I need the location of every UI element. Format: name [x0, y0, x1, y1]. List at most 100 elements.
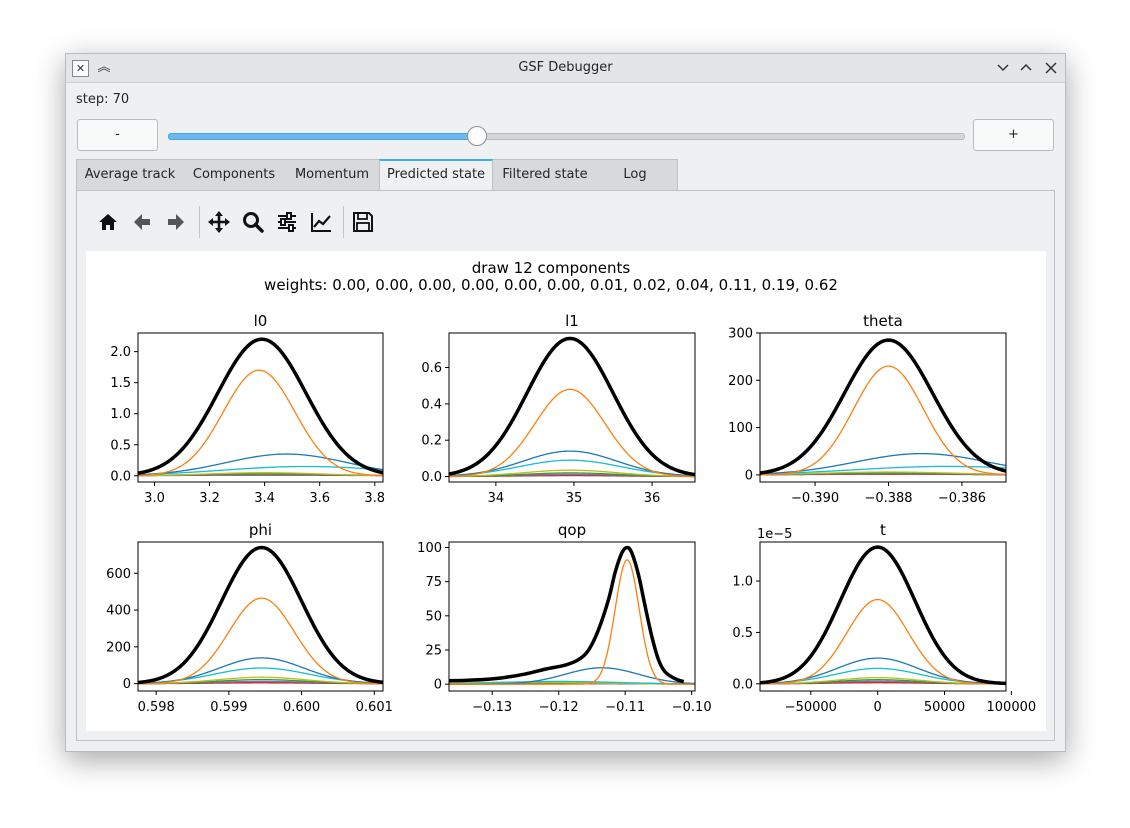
axes-frame [137, 541, 384, 692]
y-tick-label: 0.4 [421, 397, 442, 412]
axes-frame [137, 332, 384, 483]
figure-svg: draw 12 components weights: 0.00, 0.00, … [106, 259, 1036, 715]
x-tick-label: 0.598 [138, 700, 175, 715]
chevron-up-icon[interactable] [1016, 58, 1036, 78]
total-line [138, 337, 383, 475]
x-tick-label: 3.2 [199, 491, 220, 506]
component-line [138, 369, 383, 477]
subplot-l0: l0 3.0 3.2 3.4 3.6 3.8 0.0 0.5 1.0 1.5 2.0 [110, 312, 385, 506]
component-line [138, 597, 383, 685]
subplot-title: qop [558, 521, 586, 539]
step-slider-handle[interactable] [467, 126, 488, 146]
y-tick-label: 75 [425, 575, 442, 590]
subplot-title: theta [863, 312, 903, 330]
tab-predicted-state[interactable]: Predicted state [379, 159, 493, 191]
step-decrement-button[interactable]: - [77, 119, 158, 151]
pan-icon[interactable] [207, 210, 231, 234]
subplot-t: t −50000 0 50000 100000 0.0 0.5 1.0 1e−5 [732, 521, 1036, 715]
y-tick-label: 50 [425, 609, 442, 624]
tab-components[interactable]: Components [192, 167, 276, 182]
y-tick-label: 0.5 [732, 626, 753, 641]
component-line [449, 559, 695, 685]
subplot-phi: phi 0.598 0.599 0.600 0.601 0 200 400 600 [106, 521, 393, 715]
x-tick-label: 0.599 [210, 700, 247, 715]
subplot-qop: qop −0.13 −0.12 −0.11 −0.10 0 25 50 75 100 [417, 521, 711, 715]
tab-momentum[interactable]: Momentum [294, 167, 370, 182]
axes-frame [448, 332, 696, 483]
series-group [449, 336, 695, 478]
tab-log[interactable]: Log [623, 167, 647, 182]
y-tick-label: 0 [123, 677, 131, 692]
y-tick-label: 100 [728, 421, 753, 436]
y-tick-label: 100 [417, 541, 442, 556]
tab-filtered-state[interactable]: Filtered state [502, 167, 588, 182]
axes-frame [448, 541, 696, 692]
y-tick-label: 0 [434, 678, 442, 693]
component-line [138, 676, 383, 685]
x-tick-label: 3.4 [254, 491, 275, 506]
save-icon[interactable] [351, 210, 375, 234]
x-tick-label: 0.601 [356, 700, 393, 715]
tab-bar [76, 159, 678, 191]
y-tick-label: 25 [425, 643, 442, 658]
component-line [138, 453, 383, 476]
tab-average-track[interactable]: Average track [84, 167, 176, 182]
forward-arrow-icon[interactable] [164, 210, 188, 234]
zoom-icon[interactable] [241, 210, 265, 234]
component-line [138, 472, 383, 477]
y-tick-label: 1.0 [110, 407, 131, 422]
x-tick-label: −0.10 [672, 700, 712, 715]
edit-axis-icon[interactable] [309, 210, 333, 234]
series-group [138, 337, 383, 477]
back-arrow-icon[interactable] [130, 210, 154, 234]
figure-canvas[interactable]: draw 12 components weights: 0.00, 0.00, … [86, 251, 1046, 731]
subplot-title: phi [249, 521, 272, 539]
y-tick-label: 0.0 [110, 469, 131, 484]
y-tick-label: 300 [728, 327, 753, 342]
component-line [449, 388, 695, 478]
series-group [449, 545, 695, 685]
window-title: GSF Debugger [518, 60, 613, 75]
subplot-title: l1 [565, 312, 579, 330]
double-chevron-up-icon[interactable]: ︽ [97, 60, 111, 75]
component-line [760, 676, 1006, 685]
y-tick-label: 200 [728, 374, 753, 389]
configure-subplots-icon[interactable] [275, 210, 299, 234]
y-tick-label: 0.0 [732, 677, 753, 692]
subplot-title: t [880, 521, 886, 539]
x-app-icon[interactable]: ✕ [72, 60, 89, 77]
x-tick-label: 36 [644, 491, 661, 506]
y-tick-label: 1.5 [110, 376, 131, 391]
component-line [449, 680, 695, 685]
y-tick-label: 0.0 [421, 470, 442, 485]
component-line [760, 465, 1006, 475]
y-tick-label: 2.0 [110, 345, 131, 360]
x-tick-label: −0.11 [605, 700, 645, 715]
component-line [760, 365, 1006, 476]
step-increment-button[interactable]: + [973, 119, 1054, 151]
home-icon[interactable] [96, 210, 120, 234]
x-tick-label: −0.386 [938, 491, 986, 506]
y-offset-label: 1e−5 [757, 527, 792, 542]
y-tick-label: 1.0 [732, 575, 753, 590]
series-group [760, 545, 1006, 686]
close-icon[interactable] [1041, 58, 1061, 78]
x-tick-label: 100000 [987, 700, 1037, 715]
toolbar-separator [199, 206, 200, 238]
x-tick-label: 35 [566, 491, 583, 506]
x-tick-label: −0.13 [472, 700, 512, 715]
total-line [449, 336, 695, 477]
chevron-down-icon[interactable] [993, 58, 1013, 78]
subplot-title: l0 [254, 312, 268, 330]
x-tick-label: 0.600 [283, 700, 320, 715]
axes-frame [759, 541, 1007, 692]
y-tick-label: 400 [106, 604, 131, 619]
component-line [449, 459, 695, 477]
series-group [138, 545, 383, 685]
y-tick-label: 0 [745, 468, 753, 483]
y-tick-label: 0.5 [110, 438, 131, 453]
total-line [760, 338, 1006, 475]
figure-subtitle: weights: 0.00, 0.00, 0.00, 0.00, 0.00, 0… [264, 276, 838, 294]
x-tick-label: −0.388 [864, 491, 912, 506]
component-line [138, 465, 383, 476]
